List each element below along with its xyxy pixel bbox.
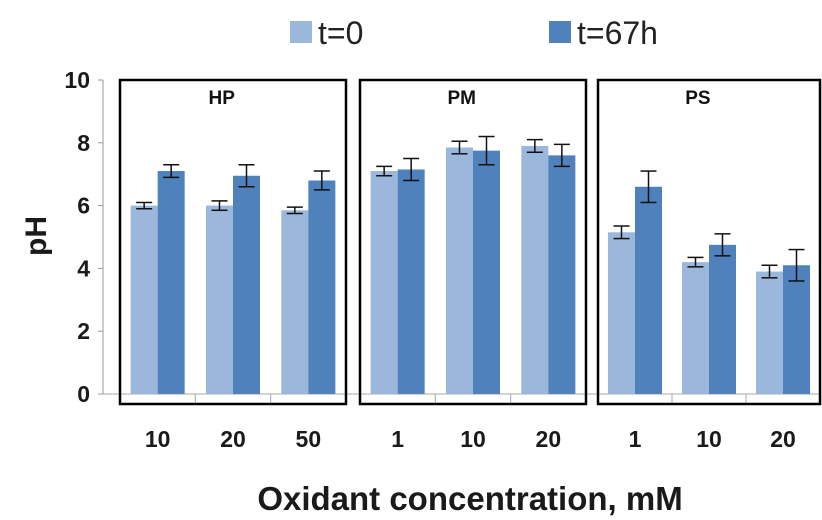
bar-hp-50-t67h <box>308 180 336 394</box>
panel-frame <box>596 78 822 406</box>
y-tick-label: 10 <box>64 67 90 93</box>
y-axis: 0 2 4 6 8 10 <box>64 67 104 407</box>
y-tick-label: 6 <box>77 193 90 219</box>
bar-pm-10-t0 <box>446 147 473 394</box>
x-tick-label: 10 <box>145 426 171 452</box>
x-tick-label: 10 <box>696 426 722 452</box>
panels: 10 20 50 HP 1 10 20 PM 1 10 20 PS <box>103 78 822 452</box>
bar-pm-1-t0 <box>370 171 398 394</box>
bar-ps-20-t0 <box>756 271 783 394</box>
legend-label-t67: t=67h <box>577 15 658 51</box>
bar-ps-1-t67h <box>635 186 662 394</box>
x-tick-label: 50 <box>296 426 322 452</box>
panel-hp: 10 20 50 HP <box>118 78 348 452</box>
panel-frame <box>118 78 348 406</box>
bar-hp-50-t0 <box>281 210 309 394</box>
bar-ps-20-t67h <box>783 265 810 394</box>
legend: t=0 t=67h <box>290 15 658 51</box>
y-tick-label: 2 <box>77 318 90 344</box>
x-tick-label: 20 <box>536 426 562 452</box>
x-tick-label: 20 <box>220 426 246 452</box>
panel-title: PS <box>685 88 710 109</box>
bar-hp-10-t0 <box>130 205 158 394</box>
y-axis-label: pH <box>20 216 53 256</box>
y-tick-label: 4 <box>77 255 90 281</box>
legend-swatch-t67 <box>549 21 571 43</box>
panel-pm: 1 10 20 PM <box>358 78 588 452</box>
panel-title: PM <box>447 88 476 109</box>
y-tick-label: 8 <box>77 130 90 156</box>
bar-ps-10-t0 <box>682 262 709 394</box>
bar-pm-1-t67h <box>397 169 425 394</box>
bar-pm-20-t67h <box>548 155 576 394</box>
legend-swatch-t0 <box>290 21 312 43</box>
panel-title: HP <box>208 88 235 109</box>
x-tick-label: 10 <box>460 426 486 452</box>
x-tick-label: 1 <box>391 426 404 452</box>
panel-frame <box>358 78 588 406</box>
x-tick-label: 20 <box>770 426 796 452</box>
bar-ps-1-t0 <box>608 232 635 394</box>
bar-pm-20-t0 <box>521 145 549 394</box>
bar-hp-20-t67h <box>233 175 260 394</box>
x-tick-label: 1 <box>629 426 642 452</box>
bar-hp-10-t67h <box>157 171 185 394</box>
bar-pm-10-t67h <box>473 150 500 394</box>
panel-ps: 1 10 20 PS <box>596 78 822 452</box>
bar-hp-20-t0 <box>206 205 233 394</box>
x-axis-label: Oxidant concentration, mM <box>257 480 682 517</box>
y-tick-label: 0 <box>77 381 90 407</box>
bar-ps-10-t67h <box>709 244 736 394</box>
legend-label-t0: t=0 <box>318 15 363 51</box>
